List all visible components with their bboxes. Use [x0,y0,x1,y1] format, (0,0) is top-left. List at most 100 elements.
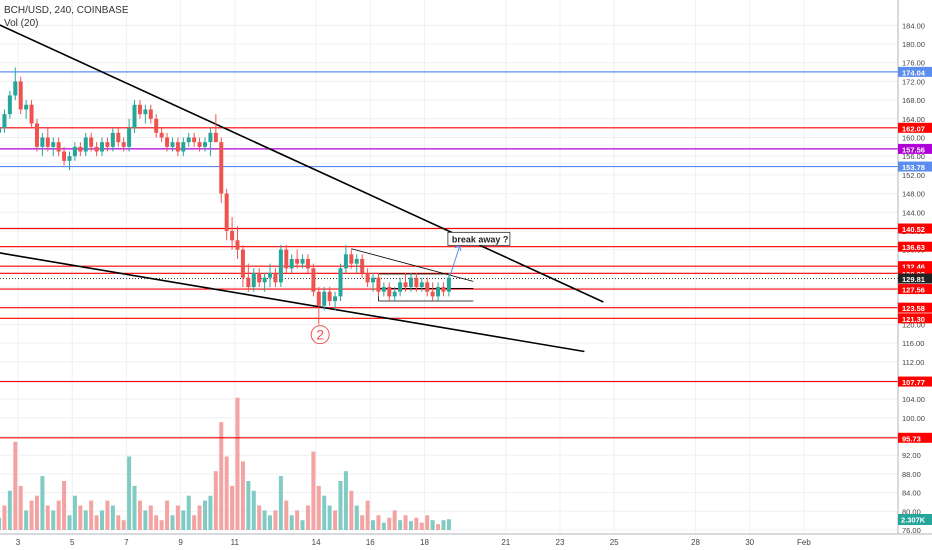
candle-body [322,291,327,306]
candle-body [170,142,175,147]
y-tick-label: 180.00 [902,40,925,49]
axis-labels: 184.00 180.00 176.00 172.00 168.00 164.00 160.… [16,21,932,547]
candle-body [175,142,180,152]
candle-body [392,291,397,297]
volume-bar [181,510,186,530]
volume-bar [224,456,229,530]
volume-bar [175,505,180,530]
volume-bar [360,515,365,530]
volume-bar [186,495,191,530]
volume-bar [257,505,262,530]
candle-body [181,142,186,152]
price-level-badge-bg [898,284,932,295]
y-tick-label: 176.00 [902,59,925,68]
candle-body [278,249,283,283]
candle-body [230,230,235,241]
y-tick-label: 184.00 [902,21,925,30]
price-level-badge-bg [898,261,932,272]
price-level-badge: 107.77 [902,378,925,387]
candle-body [240,249,245,278]
candle-body [67,156,72,161]
volume-bar [251,490,256,530]
candle-body [137,104,142,115]
volume-bar [170,515,175,530]
current-price-badge: 129.81 [902,275,925,284]
candle-body [387,287,392,297]
y-tick-label: 120.00 [902,320,925,329]
x-tick-label: 7 [124,538,129,547]
candle-body [338,268,343,297]
candle-body [24,104,29,110]
volume-bar [116,515,121,530]
y-tick-label: 172.00 [902,77,925,86]
price-level-badge: 127.56 [902,286,925,295]
volume-bar [67,515,72,530]
callout-box [447,231,511,246]
volume-bar [197,505,202,530]
x-tick-label: 18 [420,538,429,547]
price-level-badge: 174.04 [902,68,926,77]
candle-body [186,137,191,143]
volume-bar [213,471,218,530]
y-tick-label: 100.00 [902,414,925,423]
lower-trend-line [0,252,585,353]
x-tick-label: 11 [231,538,240,547]
price-level-badge-bg [898,161,932,172]
volume-bar [430,520,435,530]
volume-bar [322,495,327,530]
candle-body [159,132,164,138]
candle-body [354,258,359,264]
candle-body [0,128,2,133]
callout-text: break away ? [452,234,509,244]
volume-bar [300,520,305,530]
volume-bar [100,510,105,530]
candle-body [235,240,240,250]
y-tick-label: 80.00 [902,507,921,516]
price-level-badge: 132.46 [902,263,925,272]
volume-bar [24,510,29,530]
volume-bar [2,505,7,530]
volume-bar [72,495,77,530]
volume-bar [354,505,359,530]
current-price-badge-bg [898,273,932,284]
candle-body [121,142,126,147]
candle-body [165,137,170,147]
candle-body [381,287,386,292]
volume-bar [0,517,2,530]
price-level-badge-bg [898,143,932,154]
candle-body [316,291,321,306]
volume-bar [436,524,441,530]
volume-bar [240,461,245,530]
candle-body [425,282,430,292]
candle-body [349,254,354,264]
volume-bar [78,505,83,530]
volume-bar [316,485,321,530]
price-level-badge: 162.07 [902,124,925,133]
y-tick-label: 92.00 [902,451,921,460]
upper-trend-line [0,24,604,303]
chart-legend: BCH/USD, 240, COINBASE Vol (20) [4,4,128,30]
price-level-badge-bg [898,268,932,279]
grid-lines [0,0,898,534]
candle-body [105,142,110,147]
volume-bar [219,422,224,530]
volume-bar [278,476,283,530]
x-tick-label: 30 [745,538,754,547]
x-tick-label: 3 [16,538,21,547]
price-level-badge: 153.78 [902,163,925,172]
candles[interactable] [0,67,451,325]
volume-bar [29,500,34,530]
candle-body [7,95,12,115]
candle-body [192,137,197,143]
candle-body [360,258,365,273]
price-level-lines [0,71,898,439]
y-tick-label: 116.00 [902,339,924,348]
candle-body [132,104,137,129]
candle-body [419,282,424,288]
price-level-badge: 140.52 [902,225,925,234]
y-tick-label: 76.00 [902,526,921,535]
volume-bar [159,520,164,530]
candle-body [13,81,18,96]
volume-bar [110,505,115,530]
